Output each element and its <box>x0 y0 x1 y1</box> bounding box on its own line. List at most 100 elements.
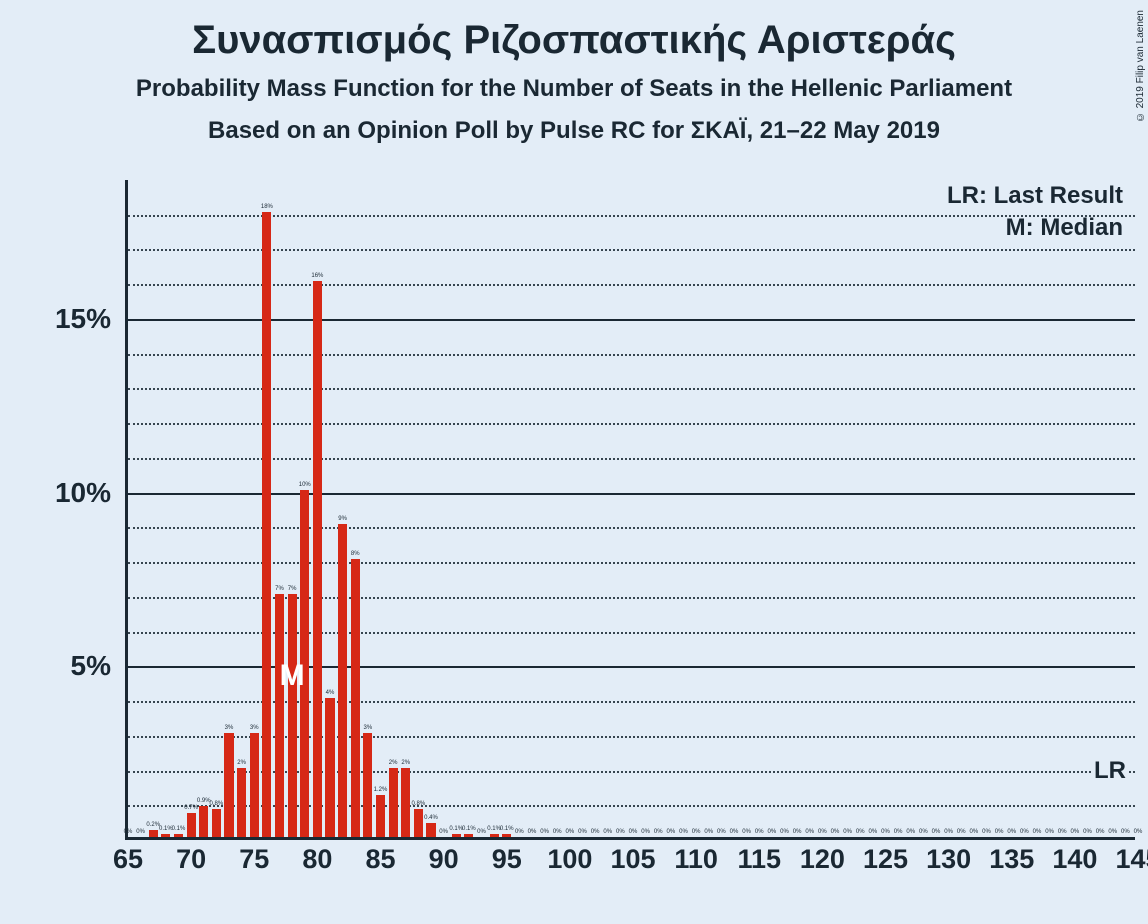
grid-minor-line <box>128 249 1135 251</box>
bar-value-label: 0% <box>894 829 903 835</box>
bar-seat-72 <box>212 809 221 837</box>
bar-seat-73 <box>224 733 233 837</box>
bar-value-label: 0.4% <box>424 815 438 821</box>
bar-value-label: 0% <box>1108 829 1117 835</box>
bar-value-label: 0% <box>1045 829 1054 835</box>
bar-value-label: 0.1% <box>172 826 186 832</box>
x-axis-label: 145 <box>1115 844 1148 875</box>
bar-value-label: 0% <box>124 829 133 835</box>
bar-value-label: 7% <box>288 586 297 592</box>
x-axis-label: 115 <box>737 844 781 875</box>
bar-value-label: 0% <box>439 829 448 835</box>
bar-value-label: 0% <box>818 829 827 835</box>
bar-value-label: 0% <box>881 829 890 835</box>
chart-container: LR: Last Result M: Median 5%10%15%0%0%0.… <box>35 180 1140 900</box>
bar-value-label: 0% <box>856 829 865 835</box>
grid-minor-line <box>128 423 1135 425</box>
bar-value-label: 0% <box>616 829 625 835</box>
grid-minor-line <box>128 215 1135 217</box>
bar-value-label: 2% <box>389 760 398 766</box>
grid-minor-line <box>128 284 1135 286</box>
chart-subtitle-1: Probability Mass Function for the Number… <box>0 75 1148 103</box>
bar-value-label: 0.1% <box>159 826 173 832</box>
bar-value-label: 0% <box>528 829 537 835</box>
x-axis-label: 120 <box>800 844 845 875</box>
x-axis-label: 105 <box>610 844 655 875</box>
x-axis-label: 75 <box>239 844 269 875</box>
bar-seat-88 <box>414 809 423 837</box>
bar-value-label: 0% <box>944 829 953 835</box>
bar-value-label: 0% <box>843 829 852 835</box>
bar-value-label: 4% <box>326 690 335 696</box>
bar-value-label: 0% <box>1071 829 1080 835</box>
bar-value-label: 0% <box>869 829 878 835</box>
bar-value-label: 0% <box>704 829 713 835</box>
bar-value-label: 0.2% <box>146 822 160 828</box>
x-axis-label: 140 <box>1052 844 1097 875</box>
bar-value-label: 0% <box>629 829 638 835</box>
bar-value-label: 0% <box>578 829 587 835</box>
bar-value-label: 0% <box>906 829 915 835</box>
bar-value-label: 0% <box>831 829 840 835</box>
bar-value-label: 0% <box>730 829 739 835</box>
bar-value-label: 0% <box>1007 829 1016 835</box>
x-axis-label: 80 <box>302 844 332 875</box>
bar-value-label: 0% <box>692 829 701 835</box>
bar-value-label: 0% <box>641 829 650 835</box>
bar-value-label: 0% <box>654 829 663 835</box>
bar-value-label: 0% <box>540 829 549 835</box>
grid-minor-line <box>128 354 1135 356</box>
bar-value-label: 0% <box>553 829 562 835</box>
bar-seat-71 <box>199 806 208 837</box>
bar-value-label: 0.8% <box>412 801 426 807</box>
bar-value-label: 10% <box>299 482 311 488</box>
bar-seat-92 <box>464 834 473 837</box>
bar-value-label: 0% <box>982 829 991 835</box>
grid-major-line <box>128 493 1135 495</box>
bar-seat-84 <box>363 733 372 837</box>
y-axis-label: 15% <box>55 303 111 335</box>
bar-seat-78 <box>288 594 297 837</box>
bar-value-label: 0% <box>768 829 777 835</box>
bar-value-label: 0.7% <box>184 805 198 811</box>
bar-value-label: 0% <box>919 829 928 835</box>
x-axis-label: 90 <box>429 844 459 875</box>
bar-value-label: 0% <box>477 829 486 835</box>
plot-area: LR: Last Result M: Median 5%10%15%0%0%0.… <box>125 180 1135 840</box>
legend-m: M: Median <box>1002 214 1127 242</box>
bar-seat-95 <box>502 834 511 837</box>
bar-value-label: 3% <box>250 725 259 731</box>
bar-value-label: 0% <box>1134 829 1143 835</box>
x-axis-label: 125 <box>863 844 908 875</box>
bar-seat-74 <box>237 768 246 837</box>
bar-seat-89 <box>426 823 435 837</box>
bar-value-label: 0% <box>755 829 764 835</box>
bar-value-label: 0% <box>679 829 688 835</box>
bar-value-label: 0% <box>1020 829 1029 835</box>
bar-value-label: 0% <box>717 829 726 835</box>
bar-seat-77 <box>275 594 284 837</box>
x-axis-label: 65 <box>113 844 143 875</box>
bar-value-label: 0.1% <box>500 826 514 832</box>
bar-value-label: 0% <box>591 829 600 835</box>
legend-lr: LR: Last Result <box>943 182 1127 210</box>
bar-value-label: 3% <box>364 725 373 731</box>
bar-seat-91 <box>452 834 461 837</box>
bar-seat-68 <box>161 834 170 837</box>
bar-value-label: 0% <box>1096 829 1105 835</box>
bar-seat-80 <box>313 281 322 837</box>
bar-value-label: 0% <box>603 829 612 835</box>
bar-value-label: 0% <box>805 829 814 835</box>
bar-value-label: 9% <box>338 516 347 522</box>
bar-seat-75 <box>250 733 259 837</box>
bar-value-label: 0.8% <box>210 801 224 807</box>
bar-value-label: 18% <box>261 204 273 210</box>
bar-value-label: 0% <box>793 829 802 835</box>
bar-value-label: 0% <box>136 829 145 835</box>
bar-value-label: 0% <box>995 829 1004 835</box>
x-axis-label: 135 <box>989 844 1034 875</box>
bar-value-label: 2% <box>401 760 410 766</box>
last-result-marker: LR <box>1091 757 1129 785</box>
bar-value-label: 0% <box>667 829 676 835</box>
bar-value-label: 1.2% <box>374 787 388 793</box>
